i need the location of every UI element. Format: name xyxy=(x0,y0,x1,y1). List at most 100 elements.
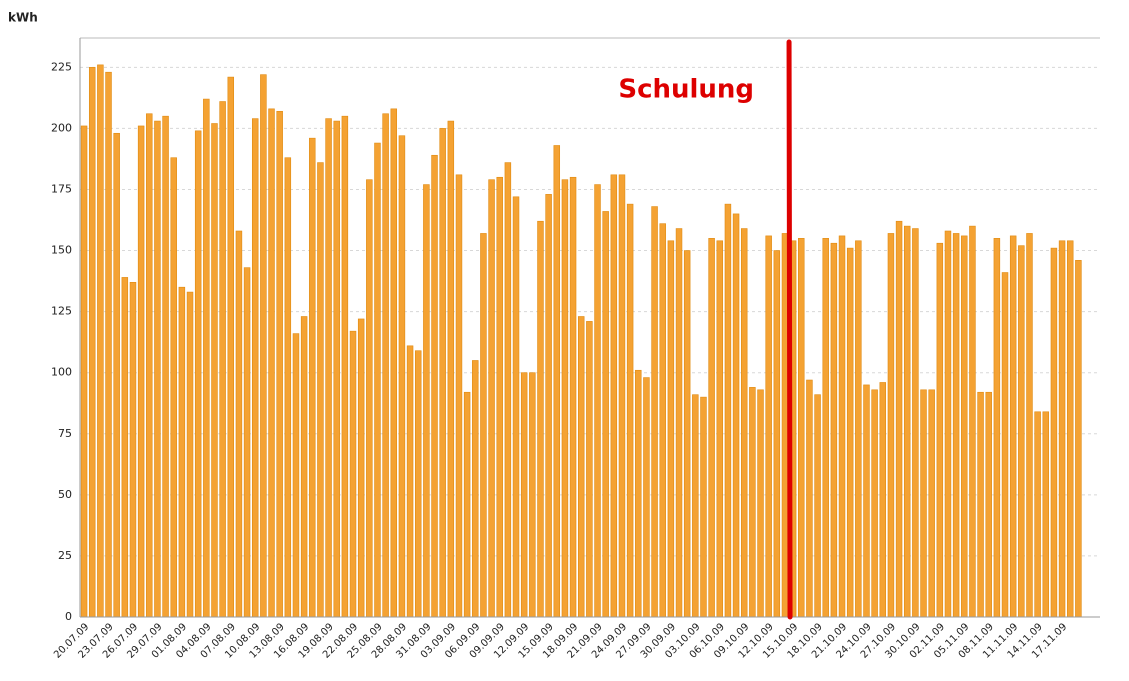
bar xyxy=(903,225,911,618)
y-tick-label: 125 xyxy=(51,305,72,318)
y-tick-label: 200 xyxy=(51,121,72,134)
bar xyxy=(178,286,186,618)
bar xyxy=(993,238,1001,618)
bar xyxy=(700,396,707,618)
bar xyxy=(455,174,463,618)
bar xyxy=(88,67,96,618)
bar xyxy=(1018,245,1025,618)
bar xyxy=(675,228,683,618)
bar xyxy=(1001,272,1009,618)
bar xyxy=(423,184,430,618)
bar xyxy=(798,238,805,618)
bar xyxy=(472,360,479,618)
bar xyxy=(162,115,169,618)
bar xyxy=(1066,240,1074,618)
bar xyxy=(643,377,650,618)
bar xyxy=(577,316,585,618)
bar xyxy=(814,394,821,618)
y-tick-label: 150 xyxy=(51,244,72,257)
bar xyxy=(512,196,520,618)
bar xyxy=(529,372,536,618)
bar xyxy=(1034,411,1041,618)
bar xyxy=(822,238,829,618)
y-tick-label: 75 xyxy=(58,427,72,440)
bar xyxy=(545,194,552,618)
bar xyxy=(887,233,895,618)
bar xyxy=(732,213,740,618)
y-tick-label: 0 xyxy=(65,610,72,623)
bar xyxy=(683,250,691,618)
bar xyxy=(366,179,373,618)
bar xyxy=(936,242,944,618)
y-tick-label: 25 xyxy=(58,549,72,562)
annotation-label: Schulung xyxy=(618,75,754,105)
bar xyxy=(952,233,960,618)
bar xyxy=(243,267,251,618)
bar xyxy=(398,135,406,618)
bar xyxy=(537,220,544,618)
bar xyxy=(121,277,129,618)
bar xyxy=(317,162,324,618)
bar xyxy=(520,372,528,618)
bar xyxy=(912,228,919,618)
bar xyxy=(586,321,593,618)
bar xyxy=(284,157,292,618)
bar xyxy=(333,120,340,618)
bar xyxy=(740,228,748,618)
bar xyxy=(846,247,854,618)
bar xyxy=(292,333,300,618)
bar xyxy=(97,64,104,618)
bar xyxy=(504,162,512,618)
bar xyxy=(488,179,495,618)
bar xyxy=(414,350,422,618)
bar xyxy=(1050,247,1058,618)
bar xyxy=(871,389,878,618)
bar xyxy=(80,125,88,618)
bar xyxy=(431,154,438,618)
bar xyxy=(716,240,724,618)
bar xyxy=(773,250,781,618)
bar xyxy=(977,391,984,618)
bar xyxy=(855,240,862,618)
bar xyxy=(969,225,976,618)
bar xyxy=(749,387,756,618)
bar xyxy=(553,145,561,618)
bar xyxy=(227,76,235,618)
bar xyxy=(1075,260,1082,618)
bar xyxy=(325,118,332,618)
bar xyxy=(757,389,764,618)
bar xyxy=(194,130,202,618)
bar xyxy=(561,179,569,618)
bar xyxy=(944,230,952,618)
bar xyxy=(349,330,357,618)
bar xyxy=(341,115,349,618)
bar xyxy=(863,384,870,618)
bar xyxy=(659,223,666,618)
bar xyxy=(651,206,658,618)
bar xyxy=(1058,240,1066,618)
bar xyxy=(276,110,283,618)
bar xyxy=(447,120,455,618)
bar xyxy=(920,389,927,618)
bar xyxy=(594,184,601,618)
bar xyxy=(1009,235,1017,618)
bar xyxy=(602,211,609,618)
bar xyxy=(765,235,772,618)
bar xyxy=(268,108,275,618)
bar xyxy=(260,74,267,618)
bar xyxy=(496,176,503,618)
bar xyxy=(1042,411,1050,618)
bar xyxy=(667,240,675,618)
y-tick-label: 50 xyxy=(58,488,72,501)
bar xyxy=(357,318,365,618)
y-tick-label: 175 xyxy=(51,182,72,195)
bar xyxy=(618,174,626,618)
bar xyxy=(724,203,732,618)
bar xyxy=(961,235,968,618)
bar xyxy=(113,132,120,618)
bar xyxy=(692,394,699,618)
bar xyxy=(610,174,618,618)
bar xyxy=(1026,233,1033,618)
y-axis-label: kWh xyxy=(8,11,38,25)
